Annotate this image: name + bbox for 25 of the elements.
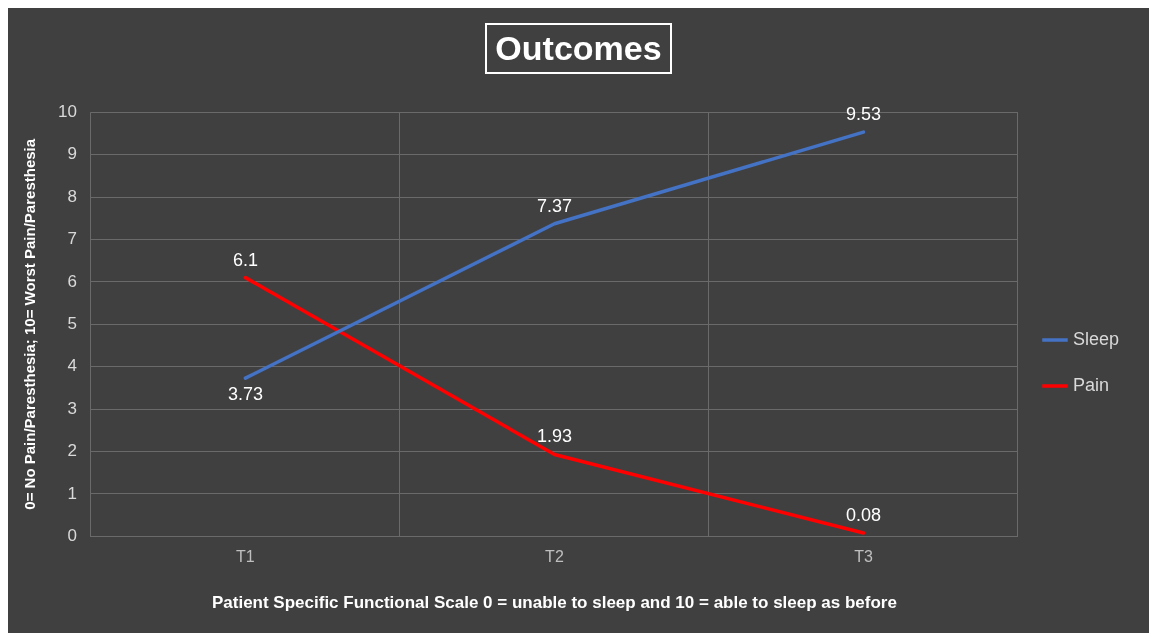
y-tick-label: 2 [67, 441, 77, 461]
y-tick-label: 5 [67, 313, 77, 333]
y-tick-label: 10 [57, 101, 77, 121]
legend-label: Pain [1072, 374, 1109, 395]
y-tick-label: 7 [67, 229, 77, 249]
y-tick-label: 9 [67, 144, 77, 164]
legend-label: Sleep [1072, 328, 1120, 349]
data-label: 6.1 [232, 249, 258, 270]
data-label: 1.93 [536, 426, 572, 447]
chart-title: Outcomes [485, 22, 672, 74]
y-axis-title: 0= No Pain/Paresthesia; 10= Worst Pain/Paresthesia [21, 138, 39, 510]
y-tick-label: 6 [67, 271, 77, 291]
y-tick-label: 0 [67, 526, 77, 546]
x-tick-label: T2 [545, 548, 564, 566]
x-tick-label: T3 [854, 548, 873, 566]
y-tick-label: 4 [67, 356, 77, 376]
y-tick-label: 8 [67, 186, 77, 206]
data-label: 9.53 [845, 104, 881, 125]
y-tick-label: 3 [67, 398, 77, 418]
y-tick-label: 1 [67, 483, 77, 503]
data-label: 7.37 [536, 195, 572, 216]
x-tick-label: T1 [236, 548, 255, 566]
data-label: 3.73 [227, 384, 263, 405]
x-axis-title: Patient Specific Functional Scale 0 = unable to sleep and 10 = able to sleep as before [211, 593, 897, 613]
data-label: 0.08 [845, 504, 881, 525]
